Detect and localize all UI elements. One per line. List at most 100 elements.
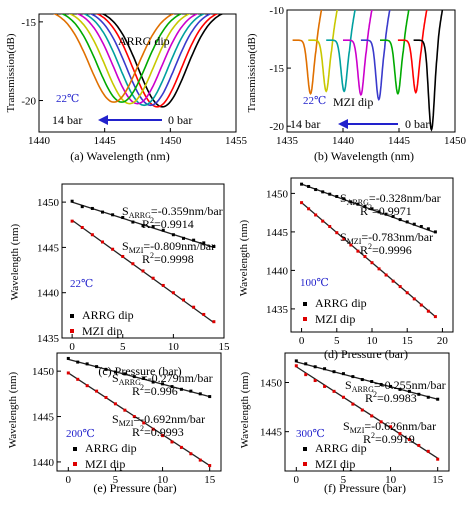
slope-label: SMZI=-0.626nm/bar xyxy=(343,419,436,435)
arrg-point xyxy=(433,230,437,234)
mzi-point xyxy=(398,285,402,289)
y-axis-label: Wavelength (nm) xyxy=(7,371,19,448)
spectrum-line xyxy=(89,14,212,107)
slope-label: SMZI=-0.692nm/bar xyxy=(112,412,205,428)
arrg-point xyxy=(132,375,136,379)
arrg-point xyxy=(90,206,94,210)
arrg-point xyxy=(363,204,367,208)
x-tick-label: 0 xyxy=(299,335,305,347)
arrg-point xyxy=(142,376,146,380)
y-tick-label: 1445 xyxy=(260,427,283,439)
arrg-point xyxy=(80,205,84,209)
panel-f: (f) Pressure (bar) Wavelength (nm) 0 5 10 15 1… xyxy=(239,352,450,495)
arrg-point xyxy=(398,218,402,222)
arrg-point xyxy=(419,225,423,229)
arrg-point xyxy=(379,382,383,386)
arrg-point xyxy=(377,210,381,214)
panel-d: (d) Pressure (bar) Wavelength (nm) 0 5 10 15 2… xyxy=(238,177,454,361)
dip-label: ARRG dip xyxy=(118,34,170,48)
arrg-point xyxy=(370,380,374,384)
spectrum-line xyxy=(397,10,428,94)
spectrum-line xyxy=(52,14,175,103)
x-tick-label: 10 xyxy=(367,335,379,347)
data-layer xyxy=(300,182,437,319)
arrg-point xyxy=(161,382,165,386)
y-axis-label: Wavelength (nm) xyxy=(9,223,21,300)
mzi-point xyxy=(356,249,360,253)
mzi-point xyxy=(123,408,127,412)
y-axis-label: Transmission(dB) xyxy=(246,33,258,112)
arrg-point xyxy=(426,227,430,231)
legend-label-arrg: ARRG dip xyxy=(315,296,367,310)
arrg-point xyxy=(104,367,108,371)
panel-e: (e) Pressure (bar) Wavelength (nm) 0 5 10 15 1… xyxy=(7,352,222,495)
y-axis-label: Transmission(dB) xyxy=(5,33,17,112)
mzi-point xyxy=(85,384,89,388)
mzi-point xyxy=(171,291,175,295)
plot-frame xyxy=(286,9,456,133)
legend-marker-mzi xyxy=(70,329,74,333)
arrg-point xyxy=(170,385,174,389)
y-tick-label: 1450 xyxy=(260,378,283,390)
spectrum-line xyxy=(60,14,183,103)
mzi-point xyxy=(426,449,430,453)
r-squared-label: R2=0.9996 xyxy=(360,242,412,257)
spectrum-line xyxy=(76,14,199,105)
mzi-point xyxy=(179,445,183,449)
mzi-point xyxy=(335,231,339,235)
mzi-point xyxy=(76,377,80,381)
slope-label: SARRG=-0.328nm/bar xyxy=(340,191,441,207)
x-tick-label: 15 xyxy=(204,474,216,486)
slope-label: SARRG=-0.255nm/bar xyxy=(345,378,446,394)
mzi-point xyxy=(384,273,388,277)
data-layer xyxy=(70,199,216,324)
spectrum-line xyxy=(343,10,373,97)
spectra xyxy=(292,10,444,132)
panel-a: (a) Wavelength (nm)Transmission(dB)1440 1… xyxy=(5,13,248,163)
temperature-label: 22℃ xyxy=(303,95,326,107)
y-tick-label: 1440 xyxy=(32,457,55,469)
arrg-point xyxy=(171,233,175,237)
y-tick-label: -15 xyxy=(269,63,284,75)
plot-frame xyxy=(61,183,225,339)
y-tick-label: 1435 xyxy=(266,304,289,316)
mzi-point xyxy=(182,298,185,302)
arrg-point xyxy=(111,213,115,217)
mzi-point xyxy=(95,389,99,393)
arrg-point xyxy=(95,365,99,369)
mzi-point xyxy=(192,305,196,309)
mzi-point xyxy=(342,237,346,241)
mzi-point xyxy=(412,297,416,301)
fit-line xyxy=(68,358,210,398)
arrg-point xyxy=(151,380,155,384)
mzi-point xyxy=(131,262,135,266)
x-tick-label: 1440 xyxy=(28,135,51,147)
plot-frame xyxy=(284,352,450,472)
r-squared-label: R2=0.9983 xyxy=(365,390,417,405)
arrg-point xyxy=(389,384,393,388)
arrg-point xyxy=(328,192,332,196)
y-tick-label: -20 xyxy=(269,121,284,133)
spectrum-line xyxy=(68,14,191,105)
mzi-point xyxy=(80,225,84,229)
arrg-point xyxy=(141,224,145,228)
x-tick-label: 1435 xyxy=(276,135,299,147)
mzi-point xyxy=(101,240,104,244)
mzi-point xyxy=(104,395,108,399)
arrow-end-label: 0 bar xyxy=(168,113,192,127)
mzi-point xyxy=(70,219,74,223)
x-tick-label: 1450 xyxy=(159,135,182,147)
arrg-point xyxy=(123,372,127,376)
legend-marker-arrg xyxy=(73,447,77,451)
r-squared-label: R2=0.996 xyxy=(132,383,178,398)
r-squared-label: R2=0.9993 xyxy=(132,424,184,439)
mzi-point xyxy=(360,408,364,412)
r-squared-label: R2=0.9914 xyxy=(142,216,194,231)
legend-label-arrg: ARRG dip xyxy=(82,308,134,322)
fit-line xyxy=(67,372,211,467)
panel-b: (b) Wavelength (nm) Transmission(dB) 1435 1… xyxy=(246,5,467,163)
y-axis-label: Wavelength (nm) xyxy=(238,219,250,296)
mzi-point xyxy=(328,225,332,229)
x-tick-label: 15 xyxy=(219,341,231,353)
x-tick-label: 20 xyxy=(437,335,449,347)
